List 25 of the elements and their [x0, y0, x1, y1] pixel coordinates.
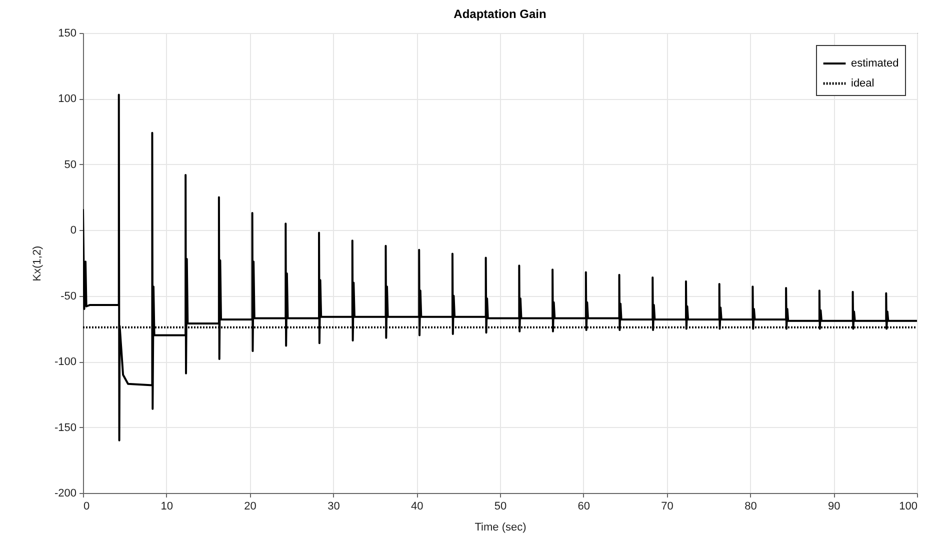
y-tick-label: -150: [54, 422, 76, 434]
y-tick-label: 0: [70, 224, 76, 237]
y-axis-title: Kx(1,2): [31, 246, 44, 282]
x-tick-label: 20: [244, 500, 256, 512]
x-tick-label: 80: [744, 500, 757, 512]
x-tick-label: 60: [578, 500, 590, 512]
x-axis-title: Time (sec): [474, 522, 526, 534]
legend-label: estimated: [851, 58, 899, 70]
y-tick-label: 100: [58, 93, 76, 106]
y-tick-label: 150: [58, 28, 76, 40]
x-tick-label: 0: [84, 500, 90, 512]
y-tick-label: -100: [54, 356, 76, 368]
legend-label: ideal: [851, 78, 874, 90]
y-tick-label: 50: [64, 158, 76, 171]
x-tick-label: 30: [328, 500, 340, 512]
x-tick-label: 50: [494, 500, 507, 512]
x-tick-label: 40: [410, 500, 424, 512]
x-tick-label: 10: [160, 500, 174, 512]
x-tick-label: 70: [661, 500, 674, 512]
y-tick-label: -50: [60, 290, 76, 302]
chart-title: Adaptation Gain: [454, 7, 546, 21]
x-tick-label: 90: [828, 500, 840, 512]
x-tick-label: 100: [899, 500, 918, 512]
line-series: [83, 94, 917, 442]
y-tick-label: -200: [54, 488, 76, 500]
